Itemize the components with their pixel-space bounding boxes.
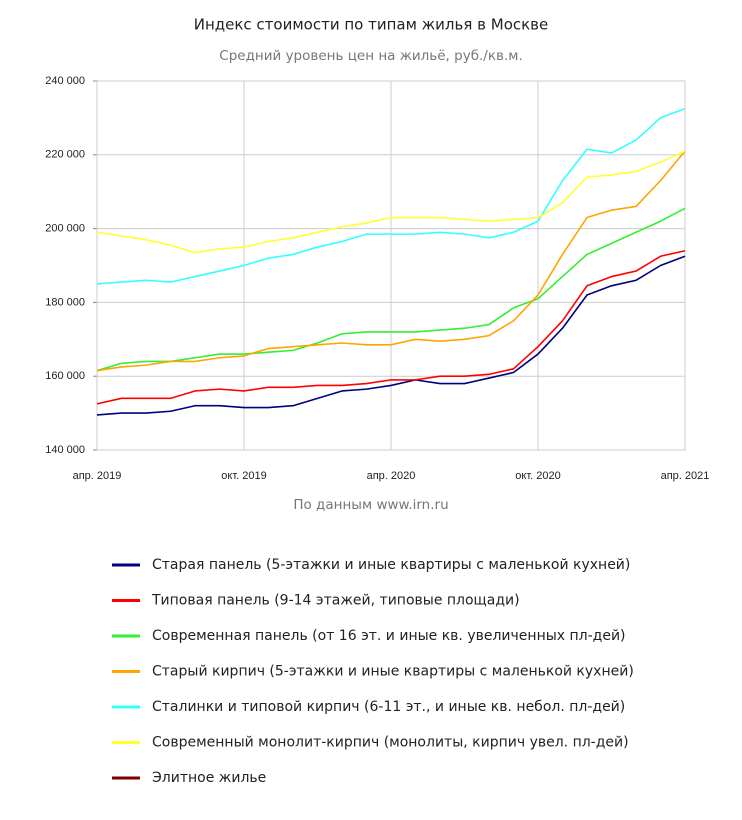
y-tick-label: 180 000 [45,296,85,308]
x-tick-label: апр. 2020 [367,470,416,482]
y-tick-label: 220 000 [45,149,85,161]
series-line [96,207,686,372]
x-tick-label: окт. 2020 [515,470,560,482]
legend-label: Элитное жилье [152,770,266,786]
legend-label: Современный монолит-кирпич (монолиты, ки… [152,735,629,751]
series-line [96,150,686,372]
y-tick-label: 240 000 [45,75,85,87]
chart-subtitle: Средний уровень цен на жильё, руб./кв.м. [219,48,522,64]
legend-label: Типовая панель (9-14 этажей, типовые пло… [151,593,520,609]
x-tick-label: окт. 2019 [221,470,266,482]
x-tick-label: апр. 2019 [73,470,122,482]
series-line [96,255,686,416]
legend-label: Старая панель (5-этажки и иные квартиры … [152,557,630,573]
series-line [96,249,686,405]
legend-label: Сталинки и типовой кирпич (6-11 эт., и и… [152,699,625,715]
series-line [96,107,686,285]
x-tick-label: апр. 2021 [661,470,710,482]
y-tick-label: 200 000 [45,223,85,235]
y-tick-label: 140 000 [45,444,85,456]
legend-label: Современная панель (от 16 эт. и иные кв.… [152,628,626,644]
y-tick-label: 160 000 [45,370,85,382]
legend-label: Старый кирпич (5-этажки и иные квартиры … [152,664,634,680]
series-line [96,150,686,254]
source: По данным www.irn.ru [293,497,448,513]
chart-title: Индекс стоимости по типам жилья в Москве [194,16,549,34]
